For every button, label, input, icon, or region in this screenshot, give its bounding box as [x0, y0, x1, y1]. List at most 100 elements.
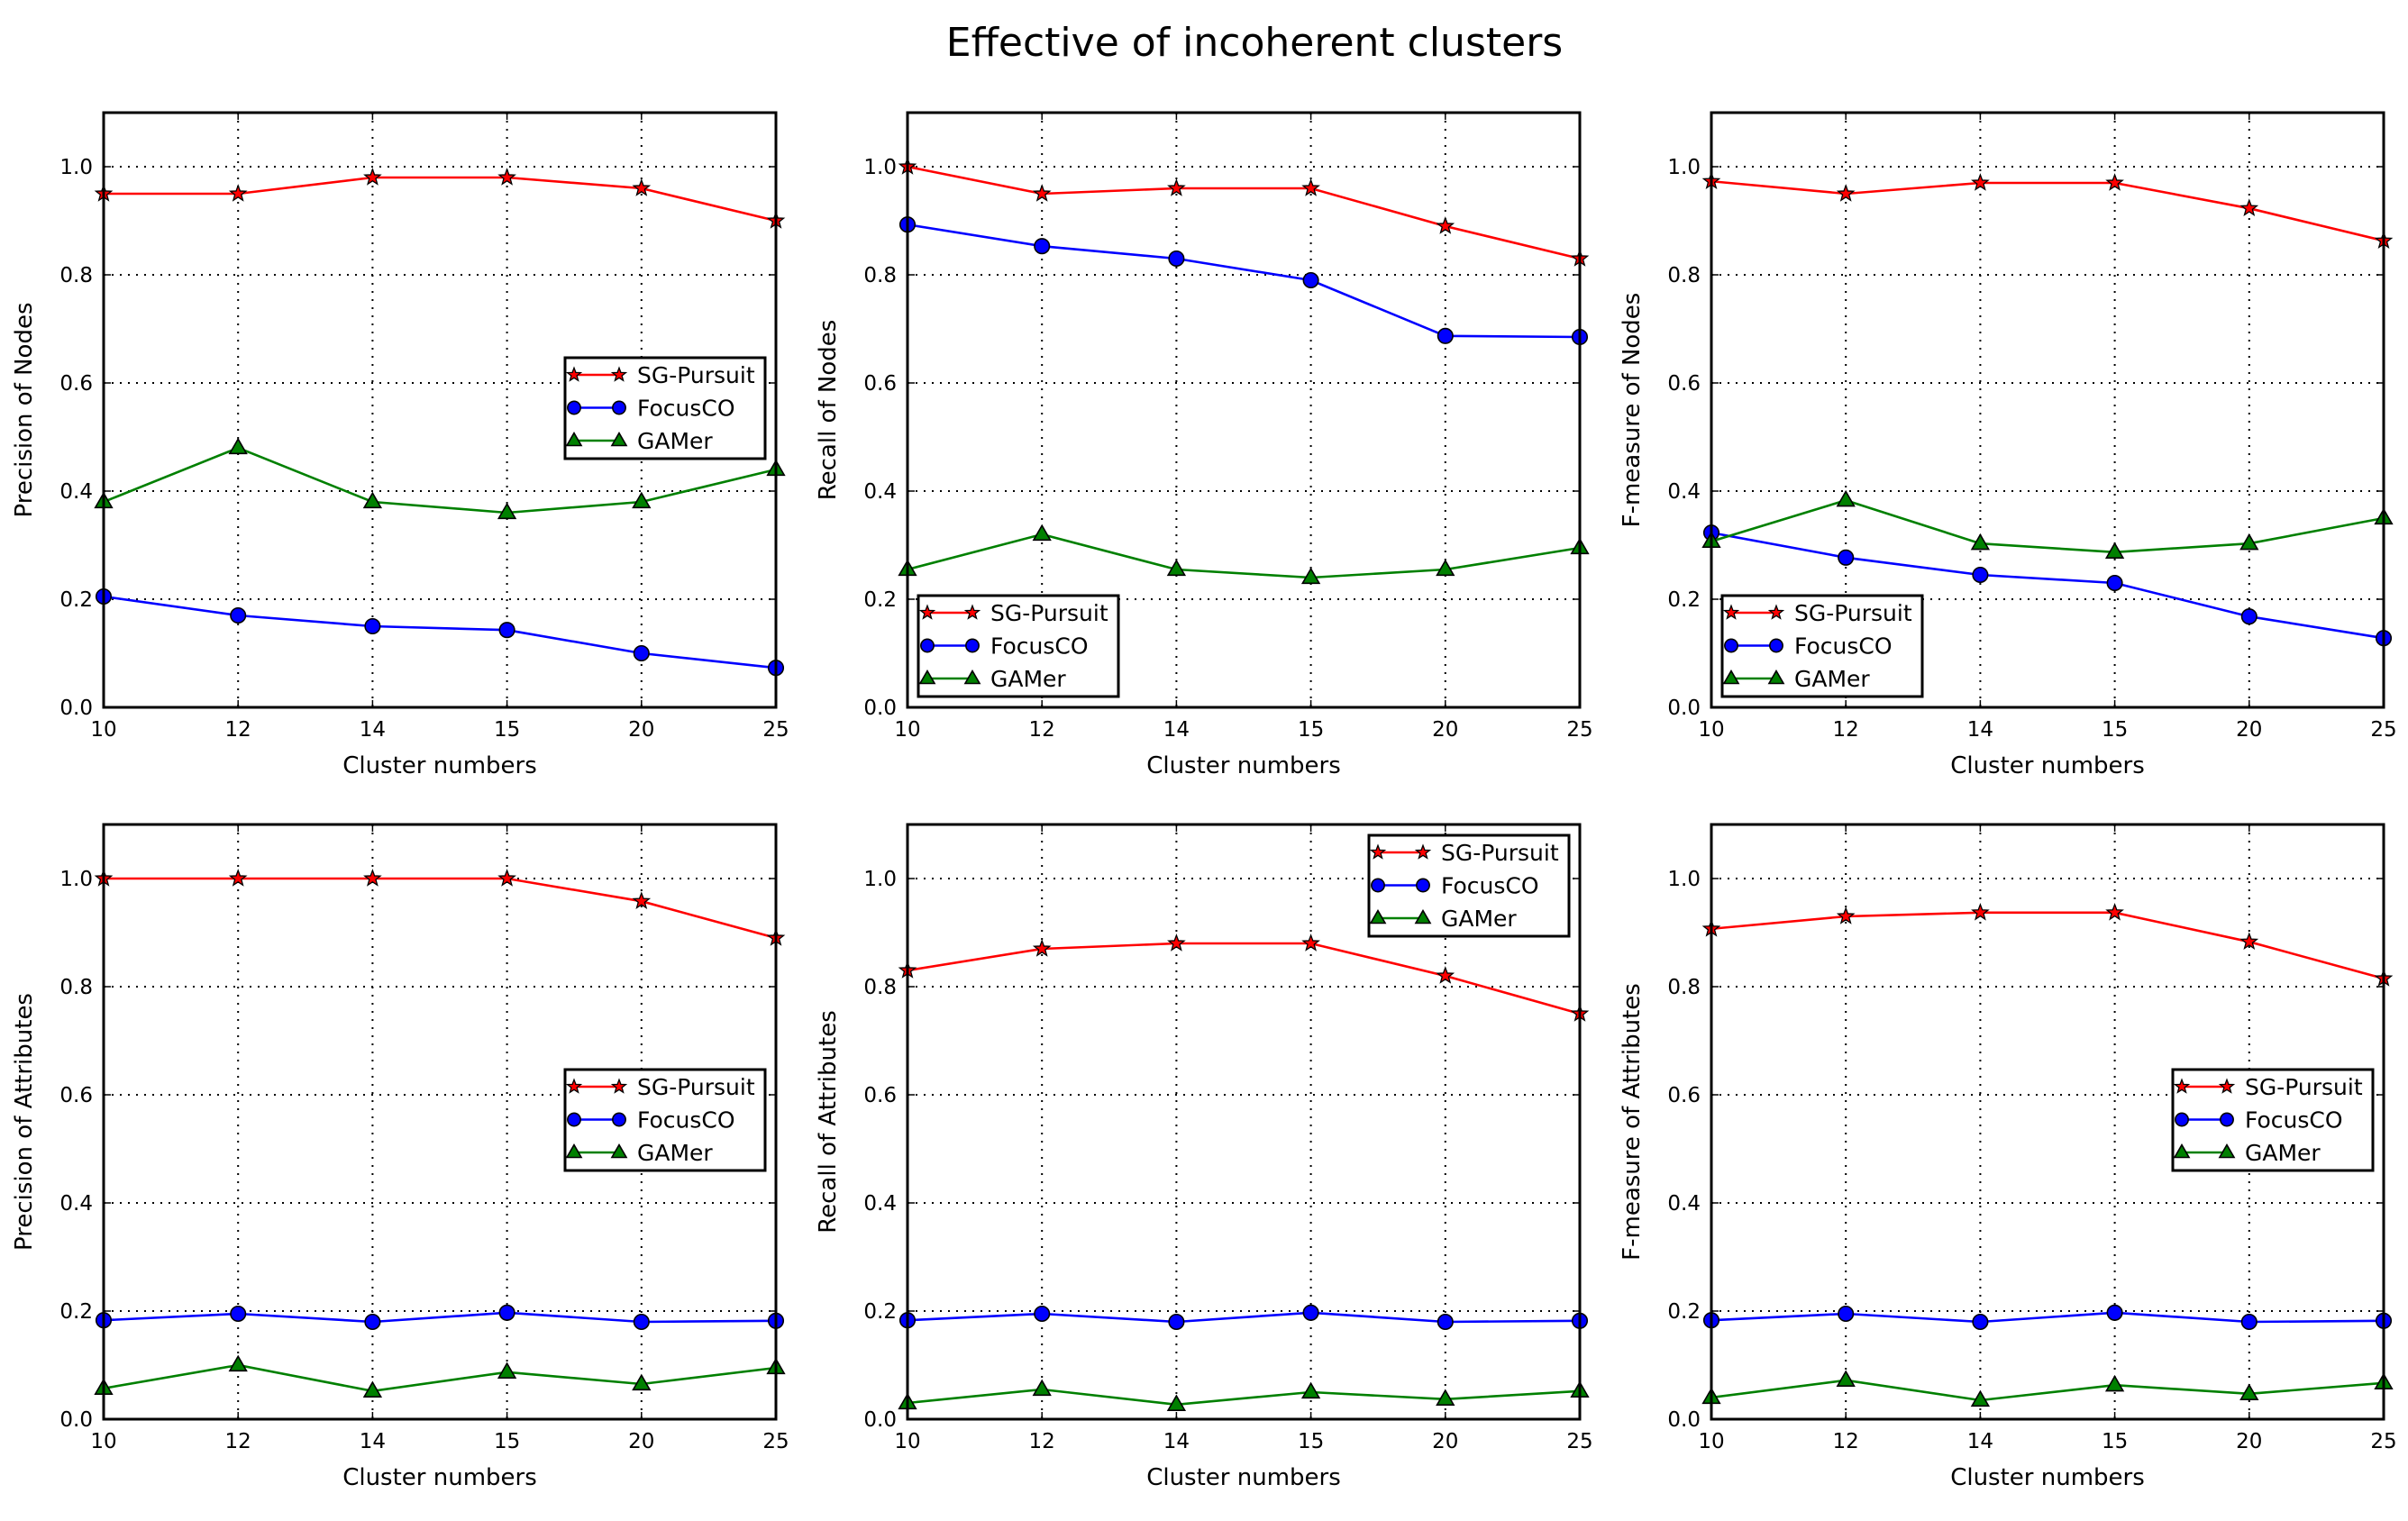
- legend-marker: [965, 638, 980, 653]
- ticks: 10 12 14 15 20 25 0.0 0.2 0.4 0.6 0.8 1.0: [863, 113, 1593, 742]
- x-tick-label: 12: [1029, 718, 1055, 742]
- data-point: [1300, 1381, 1321, 1399]
- subplot-6: 10 12 14 15 20 25 0.0 0.2 0.4 0.6 0.8 1.0 Cluster nu…: [1619, 823, 2397, 1491]
- x-tick-label: 15: [2102, 718, 2128, 742]
- series-line: [907, 942, 1581, 1016]
- data-point: [363, 168, 382, 186]
- axes-frame: [102, 823, 778, 1421]
- x-tick-label: 25: [1566, 718, 1592, 742]
- y-tick-label: 0.4: [1667, 1192, 1701, 1216]
- legend-label: GAMer: [1794, 666, 1870, 692]
- x-tick-label: 20: [628, 718, 654, 742]
- data-point: [2240, 1313, 2258, 1331]
- y-tick-label: 0.6: [59, 1084, 93, 1107]
- x-tick-label: 14: [360, 1430, 386, 1453]
- y-tick-label: 0.8: [1667, 264, 1701, 287]
- x-axis-label: Cluster numbers: [1950, 752, 2145, 779]
- legend-marker: [610, 1143, 628, 1159]
- legend-marker: [2218, 1078, 2236, 1094]
- legend: SG-Pursuit FocusCO GAMer: [563, 356, 767, 460]
- data-point: [2104, 542, 2125, 559]
- legend-item: SG-Pursuit: [1722, 600, 1912, 626]
- subplot-3: 10 12 14 15 20 25 0.0 0.2 0.4 0.6 0.8 1.0 Cluster nu…: [1619, 111, 2397, 779]
- legend-item: SG-Pursuit: [918, 600, 1108, 626]
- legend-item: FocusCO: [920, 633, 1089, 660]
- legend-item: GAMer: [565, 428, 713, 454]
- legend-marker: [1414, 908, 1432, 924]
- x-axis-label: Cluster numbers: [1146, 1464, 1341, 1491]
- data-point: [2104, 1374, 2125, 1392]
- ticks: 10 12 14 15 20 25 0.0 0.2 0.4 0.6 0.8 1.0: [59, 113, 789, 742]
- x-tick-label: 12: [225, 718, 251, 742]
- series-line: [104, 877, 777, 940]
- legend-marker: [2173, 1078, 2191, 1094]
- data-point: [1436, 966, 1455, 984]
- data-point: [230, 606, 247, 624]
- data-point: [497, 502, 517, 520]
- legend: SG-Pursuit FocusCO GAMer: [1720, 594, 1924, 698]
- series-line: [1710, 1311, 2385, 1324]
- legend: SG-Pursuit FocusCO GAMer: [1367, 833, 1571, 938]
- ticks: 10 12 14 15 20 25 0.0 0.2 0.4 0.6 0.8 1.0: [863, 824, 1593, 1453]
- y-tick-label: 1.0: [59, 868, 93, 891]
- axes-frame: [102, 111, 778, 709]
- x-tick-label: 10: [894, 1430, 920, 1453]
- data-point: [1971, 902, 1990, 921]
- data-point: [2239, 1383, 2259, 1400]
- legend-label: SG-Pursuit: [1794, 600, 1912, 626]
- data-point: [1168, 250, 1185, 268]
- x-tick-label: 15: [2102, 1430, 2128, 1453]
- legend-marker: [2173, 1143, 2191, 1159]
- data-point: [1032, 1379, 1052, 1397]
- data-point: [364, 617, 381, 635]
- series-line: [103, 595, 777, 669]
- data-point: [2105, 902, 2124, 921]
- y-tick-label: 1.0: [1667, 868, 1701, 891]
- data-point: [363, 869, 382, 887]
- data-point: [1166, 559, 1187, 577]
- axes-frame: [1710, 111, 2385, 709]
- series-focusco: [95, 587, 785, 677]
- legend-marker: [610, 1078, 628, 1094]
- x-tick-label: 14: [1967, 718, 1993, 742]
- legend-item: FocusCO: [567, 396, 735, 422]
- x-tick-label: 12: [225, 1430, 251, 1453]
- series-line: [104, 176, 777, 223]
- legend-item: GAMer: [1369, 906, 1517, 932]
- y-tick-label: 0.6: [1667, 372, 1701, 396]
- series-sg-pursuit: [898, 157, 1590, 267]
- data-point: [1436, 559, 1455, 577]
- data-point: [1971, 173, 1990, 191]
- data-point: [1034, 238, 1051, 255]
- series-line: [1710, 1379, 2385, 1402]
- legend-marker: [1767, 604, 1785, 620]
- y-tick-label: 0.2: [59, 588, 93, 612]
- x-tick-label: 25: [2370, 1430, 2396, 1453]
- data-point: [1437, 327, 1454, 344]
- legend-label: FocusCO: [637, 396, 735, 422]
- legend-marker: [565, 1078, 583, 1094]
- legend-item: SG-Pursuit: [2173, 1074, 2363, 1100]
- x-tick-label: 20: [1432, 718, 1458, 742]
- legend-label: FocusCO: [637, 1107, 735, 1134]
- ticks: 10 12 14 15 20 25 0.0 0.2 0.4 0.6 0.8 1.0: [1667, 113, 2397, 742]
- data-point: [497, 168, 516, 186]
- x-tick-label: 25: [1566, 1430, 1592, 1453]
- figure-title: Effective of incoherent clusters: [946, 20, 1563, 66]
- legend-marker: [1369, 843, 1387, 860]
- y-tick-label: 0.0: [59, 1408, 93, 1432]
- legend-item: SG-Pursuit: [1369, 840, 1559, 866]
- data-point: [1301, 178, 1320, 196]
- y-tick-label: 0.4: [863, 480, 897, 504]
- legend-label: FocusCO: [1794, 633, 1893, 660]
- y-tick-label: 0.2: [863, 588, 897, 612]
- legend-label: FocusCO: [990, 633, 1089, 660]
- y-tick-label: 0.6: [863, 1084, 897, 1107]
- legend: SG-Pursuit FocusCO GAMer: [2171, 1068, 2375, 1172]
- data-point: [228, 869, 248, 887]
- series-focusco: [1702, 524, 2393, 647]
- legend-marker: [918, 604, 936, 620]
- series-line: [907, 1388, 1581, 1407]
- data-point: [1972, 1313, 1989, 1331]
